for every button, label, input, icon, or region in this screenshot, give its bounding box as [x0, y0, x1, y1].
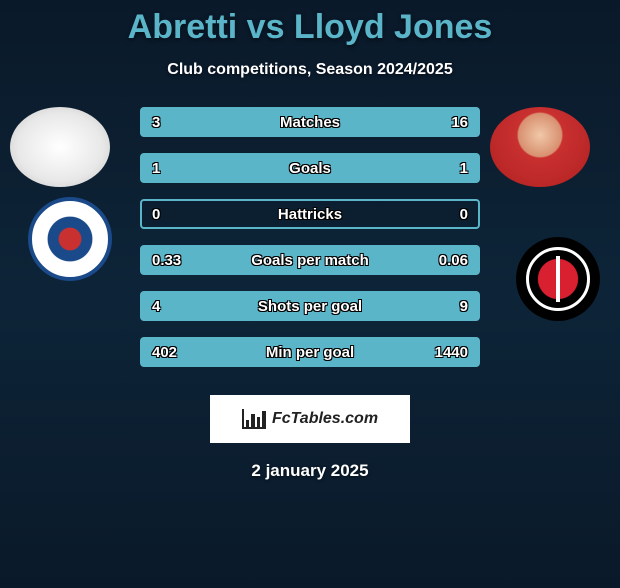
- stats-bars: 3Matches16 1Goals1 0Hattricks0 0.33Goals pe…: [140, 107, 480, 383]
- brand-badge: FcTables.com: [210, 395, 410, 443]
- brand-chart-icon: [242, 409, 266, 429]
- date-label: 2 january 2025: [0, 461, 620, 481]
- stat-value-right: 16: [451, 114, 468, 131]
- stat-label: Min per goal: [142, 344, 478, 361]
- page-title: Abretti vs Lloyd Jones: [0, 8, 620, 47]
- stat-row: 3Matches16: [140, 107, 480, 137]
- stat-label: Shots per goal: [142, 298, 478, 315]
- stat-row: 1Goals1: [140, 153, 480, 183]
- club-right-badge: [516, 237, 600, 321]
- stat-value-right: 1440: [435, 344, 468, 361]
- brand-label: FcTables.com: [272, 410, 378, 428]
- club-right-sword-icon: [556, 256, 560, 302]
- stat-label: Goals: [142, 160, 478, 177]
- stat-row: 402Min per goal1440: [140, 337, 480, 367]
- comparison-panel: 3Matches16 1Goals1 0Hattricks0 0.33Goals pe…: [0, 107, 620, 387]
- stat-value-right: 9: [460, 298, 468, 315]
- player-left-avatar: [10, 107, 110, 187]
- stat-label: Goals per match: [142, 252, 478, 269]
- subtitle: Club competitions, Season 2024/2025: [0, 61, 620, 79]
- stat-row: 0.33Goals per match0.06: [140, 245, 480, 275]
- stat-value-right: 0.06: [439, 252, 468, 269]
- stat-row: 4Shots per goal9: [140, 291, 480, 321]
- stat-row: 0Hattricks0: [140, 199, 480, 229]
- stat-value-right: 0: [460, 206, 468, 223]
- stat-value-right: 1: [460, 160, 468, 177]
- player-right-avatar: [490, 107, 590, 187]
- stat-label: Matches: [142, 114, 478, 131]
- stat-label: Hattricks: [142, 206, 478, 223]
- club-left-badge: [28, 197, 112, 281]
